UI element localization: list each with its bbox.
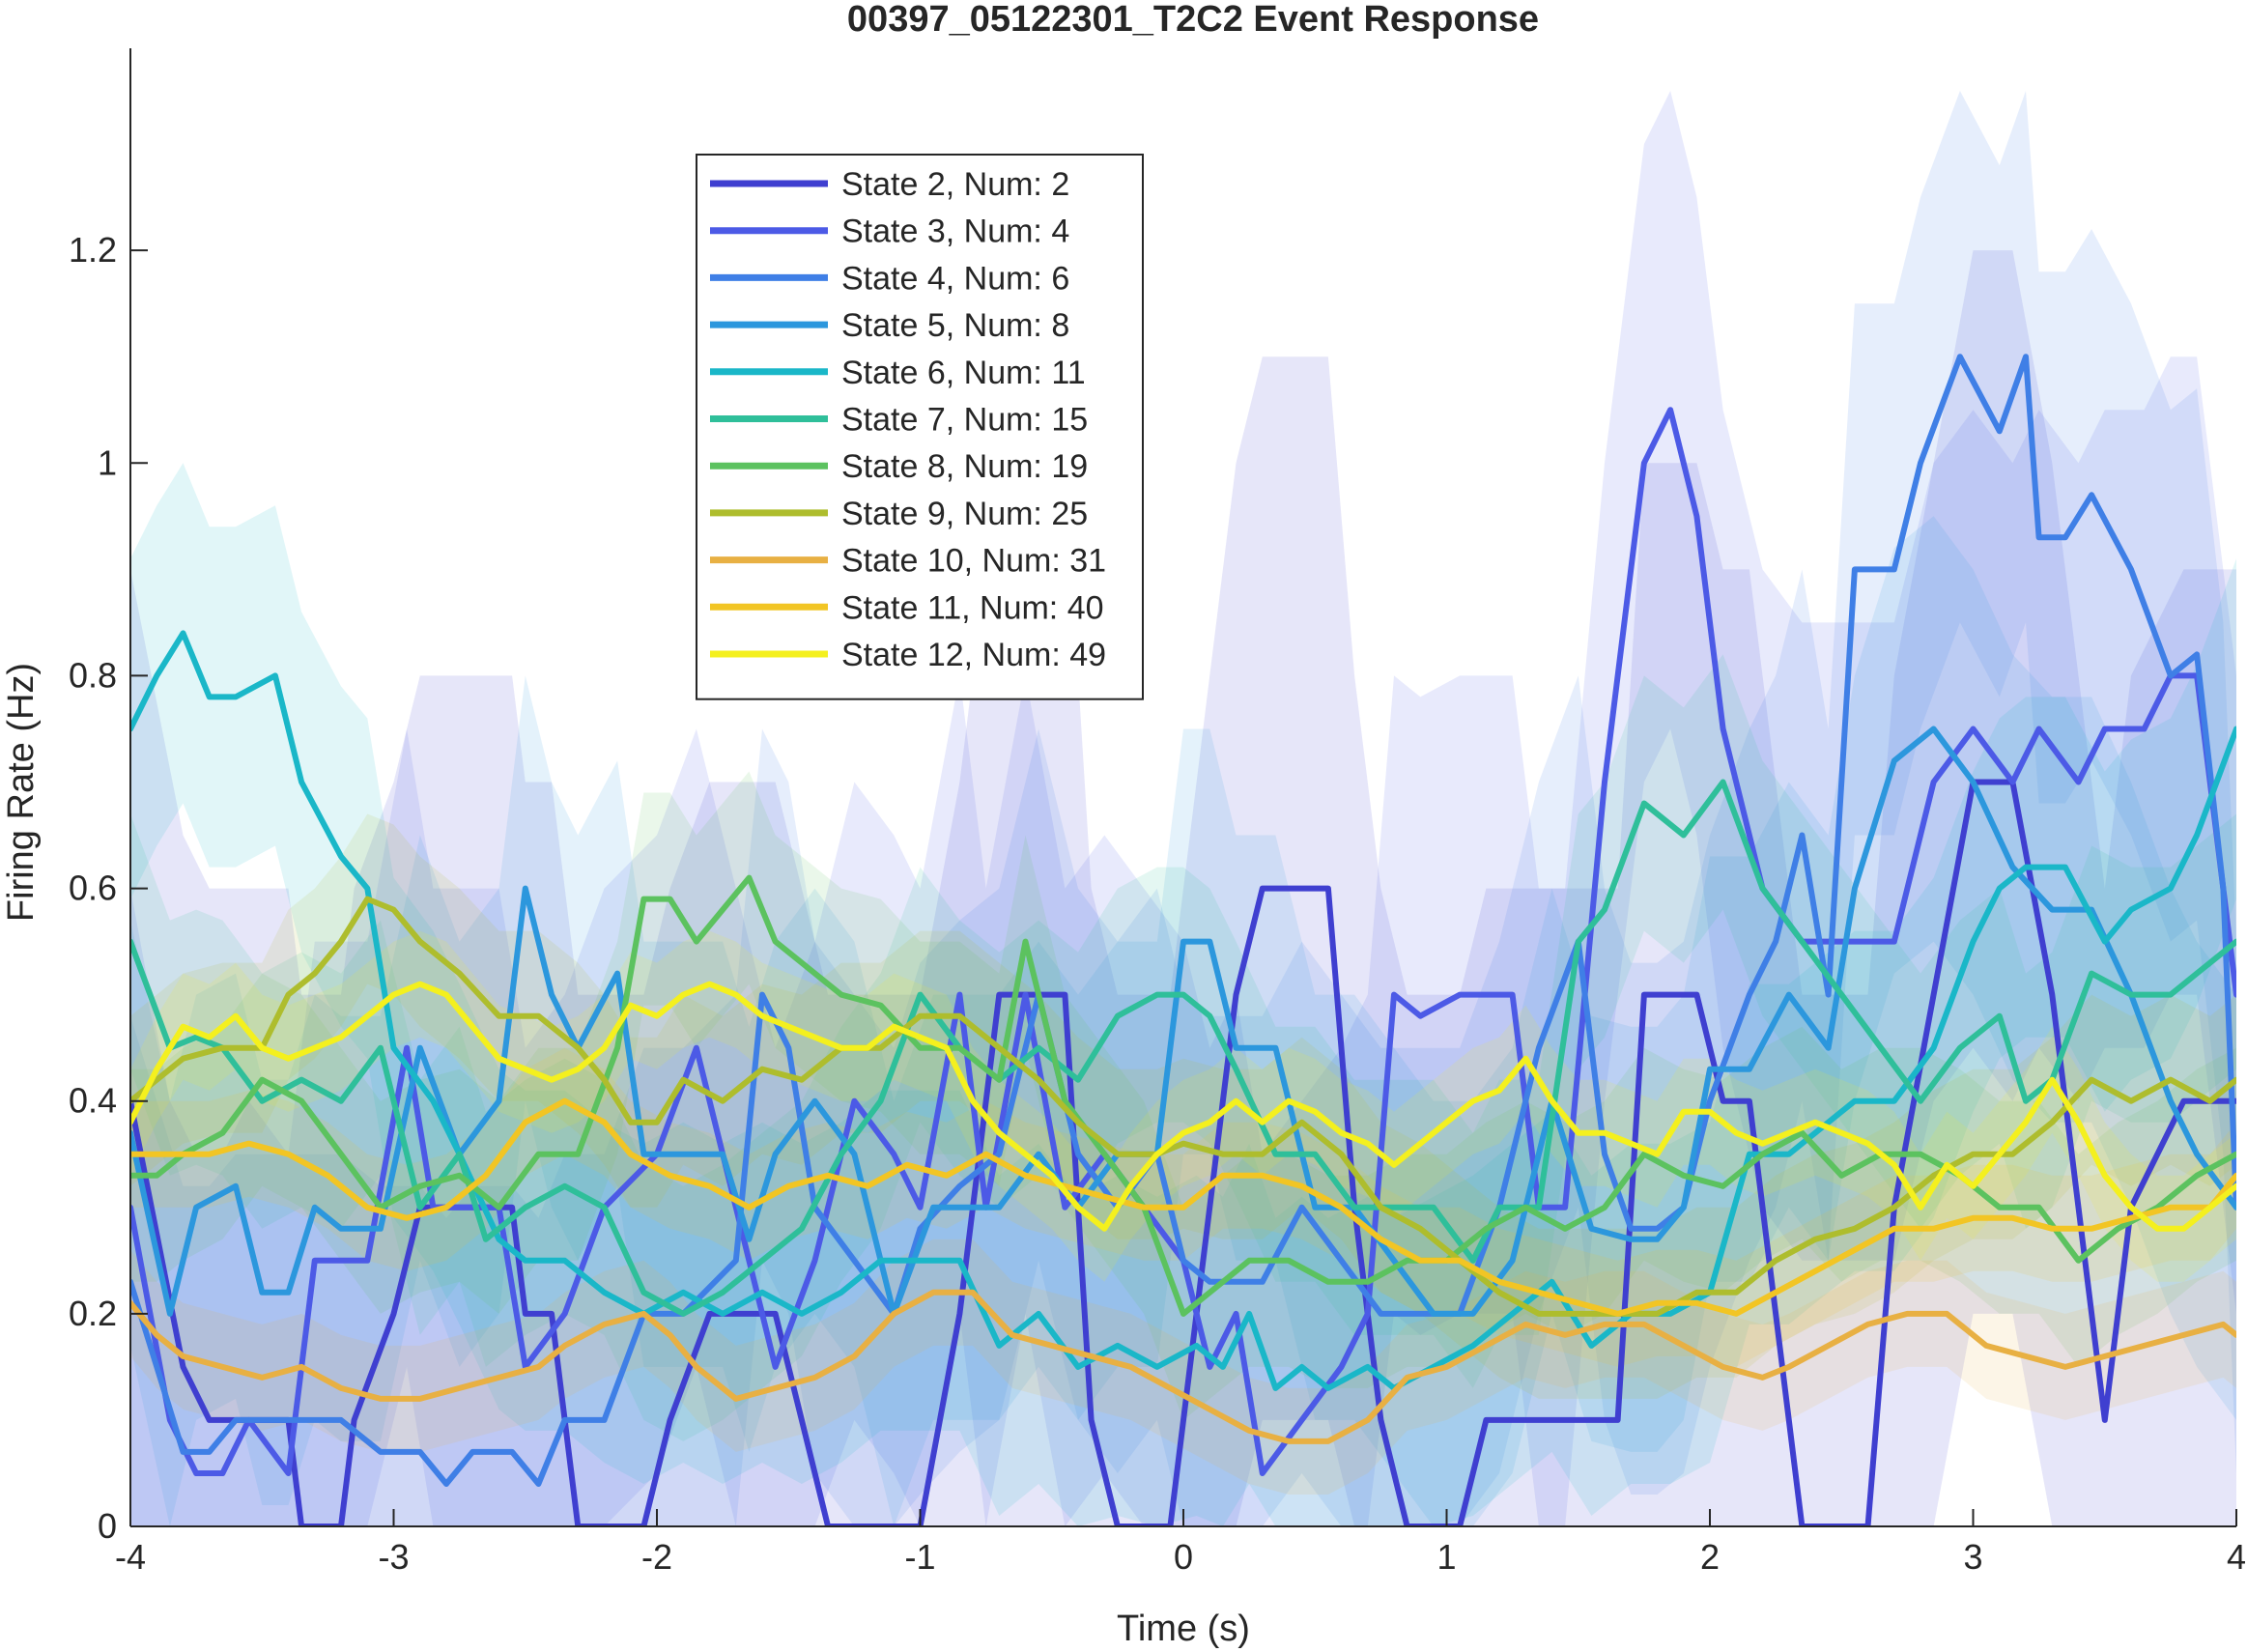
legend-entry-label: State 12, Num: 49	[841, 637, 1106, 673]
y-tick-label: 1	[98, 442, 117, 482]
chart-title: 00397_05122301_T2C2 Event Response	[847, 0, 1539, 40]
series-line-7	[130, 874, 2236, 1317]
y-axis-label: Firing Rate (Hz)	[1, 663, 42, 922]
x-tick-label: 3	[1963, 1537, 1982, 1577]
x-tick-label: 4	[2227, 1537, 2246, 1577]
y-tick-label: 0.6	[69, 869, 117, 908]
error-band-4	[130, 516, 2236, 1526]
series-lines	[130, 354, 2236, 1526]
x-tick-label: 0	[1174, 1537, 1193, 1577]
y-tick-label: 0	[98, 1506, 117, 1546]
error-band-9	[130, 1239, 2236, 1495]
series-line-3	[130, 354, 2236, 1487]
x-tick-label: -3	[378, 1537, 409, 1577]
error-band-6	[130, 654, 2236, 1441]
series-line-10	[130, 1097, 2236, 1317]
y-tick-label: 0.2	[69, 1294, 117, 1333]
error-band-1	[130, 250, 2236, 1526]
legend-entry-label: State 6, Num: 11	[841, 355, 1086, 391]
x-tick-label: 2	[1700, 1537, 1720, 1577]
x-tick-label: 1	[1436, 1537, 1456, 1577]
legend-entry-label: State 7, Num: 15	[841, 402, 1088, 439]
x-tick-label: -2	[641, 1537, 672, 1577]
legend-entry-label: State 2, Num: 2	[841, 166, 1069, 203]
series-line-11	[130, 981, 2236, 1232]
x-axis-label: Time (s)	[1117, 1609, 1250, 1649]
legend-entry-label: State 5, Num: 8	[841, 307, 1069, 344]
axes: -4 -3 -2 -1 0 1 2 3 4 0 0.2 0.4 0.6 0.8 1 1.2	[69, 48, 2246, 1577]
series-line-9	[130, 1289, 2236, 1444]
legend-entry-label: State 11, Num: 40	[841, 589, 1104, 626]
legend-entry-label: State 8, Num: 19	[841, 448, 1088, 485]
error-band-7	[130, 771, 2236, 1420]
legend: State 2, Num: 2 State 3, Num: 4 State 4, N…	[696, 154, 1144, 700]
legend-entry-label: State 9, Num: 25	[841, 496, 1088, 532]
y-tick-label: 0.4	[69, 1081, 117, 1121]
series-line-5	[130, 630, 2236, 1391]
x-tick-label: -4	[115, 1537, 146, 1577]
y-tick-label: 1.2	[69, 230, 117, 270]
legend-entry-label: State 4, Num: 6	[841, 260, 1069, 297]
legend-entry-label: State 10, Num: 31	[841, 543, 1106, 580]
error-band-5	[130, 463, 2236, 1526]
series-line-2	[130, 407, 2236, 1476]
legend-entry-label: State 3, Num: 4	[841, 214, 1069, 250]
x-tick-label: -1	[904, 1537, 935, 1577]
error-band-8	[130, 813, 2236, 1399]
series-line-6	[130, 779, 2236, 1317]
y-tick-label: 0.8	[69, 655, 117, 695]
series-line-8	[130, 896, 2236, 1317]
legend-box	[696, 154, 1144, 700]
